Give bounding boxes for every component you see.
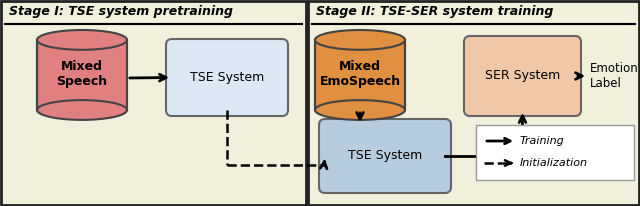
Bar [1,1,306,205]
FancyBboxPatch shape [464,36,581,116]
Text: Stage II: TSE-SER system training: Stage II: TSE-SER system training [316,5,554,18]
Text: Mixed
EmoSpeech: Mixed EmoSpeech [319,60,401,88]
Ellipse shape [315,100,405,120]
Text: TSE System: TSE System [190,71,264,84]
Ellipse shape [37,100,127,120]
Text: Initialization: Initialization [520,158,588,168]
FancyBboxPatch shape [476,125,634,180]
FancyBboxPatch shape [166,39,288,116]
Ellipse shape [315,30,405,50]
FancyBboxPatch shape [319,119,451,193]
Bar [308,1,639,205]
Bar [37,40,127,110]
Text: Training: Training [520,136,564,146]
Text: TSE System: TSE System [348,150,422,163]
Bar [315,40,405,110]
Text: Stage I: TSE system pretraining: Stage I: TSE system pretraining [9,5,233,18]
Text: SER System: SER System [485,69,560,82]
Text: Mixed
Speech: Mixed Speech [56,60,108,88]
Ellipse shape [37,30,127,50]
Text: Emotion
Label: Emotion Label [590,62,639,90]
